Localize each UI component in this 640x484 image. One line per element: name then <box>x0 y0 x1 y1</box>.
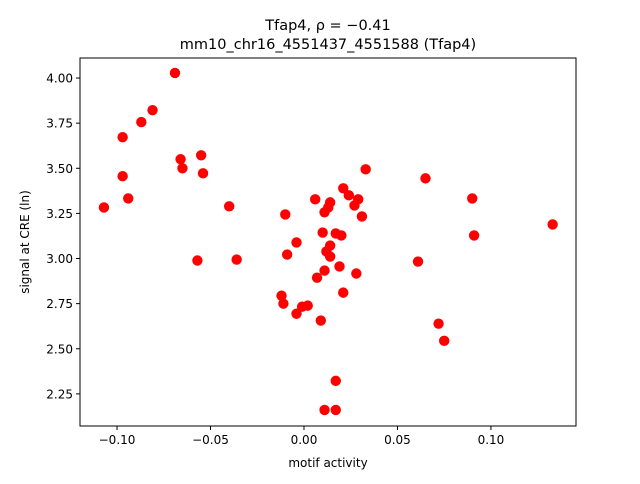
data-point <box>302 300 313 311</box>
data-point <box>360 164 371 175</box>
x-tick-label: 0.00 <box>291 433 318 447</box>
data-point <box>276 290 287 301</box>
data-point <box>547 219 558 230</box>
data-point <box>278 298 289 309</box>
data-point <box>338 287 349 298</box>
data-point <box>311 272 323 283</box>
data-point <box>315 315 327 326</box>
x-tick-label: 0.05 <box>384 433 411 447</box>
y-tick-label: 2.75 <box>46 297 73 311</box>
y-axis-ticks: 2.25 2.50 2.75 3.00 3.25 3.50 3.75 4.00 <box>46 72 80 401</box>
chart-title-line1: Tfap4, ρ = −0.41 <box>264 18 391 34</box>
data-point <box>330 375 341 387</box>
x-tick-label: −0.05 <box>192 433 229 447</box>
data-point <box>175 154 186 165</box>
data-point <box>343 190 355 201</box>
data-point <box>349 200 360 211</box>
data-point <box>136 116 147 128</box>
data-point <box>197 168 209 179</box>
data-point <box>98 202 110 213</box>
data-point <box>223 201 235 212</box>
data-point <box>231 254 242 265</box>
data-point <box>323 202 334 213</box>
x-axis-ticks: −0.10 −0.05 0.00 0.05 0.10 <box>99 426 505 447</box>
data-point <box>123 193 134 204</box>
data-point <box>319 404 330 416</box>
data-point <box>309 194 321 205</box>
y-tick-label: 3.00 <box>46 252 73 266</box>
data-point <box>467 193 478 204</box>
data-point <box>291 308 302 319</box>
axes-frame <box>79 57 577 427</box>
data-point <box>147 104 158 116</box>
chart-title-line2: mm10_chr16_4551437_4551588 (Tfap4) <box>180 37 476 53</box>
data-point <box>356 211 368 222</box>
data-point <box>177 163 188 174</box>
data-point <box>433 318 444 329</box>
data-point <box>351 268 362 279</box>
y-tick-label: 2.25 <box>46 387 73 401</box>
data-point <box>169 67 181 79</box>
data-point <box>192 255 203 266</box>
data-point <box>412 256 424 267</box>
data-point <box>338 183 349 194</box>
y-tick-label: 4.00 <box>46 72 73 86</box>
y-axis-label: signal at CRE (ln) <box>18 190 32 294</box>
data-point <box>334 261 345 272</box>
data-point <box>438 335 450 347</box>
data-point <box>324 251 336 262</box>
data-point <box>117 171 128 182</box>
data-point <box>330 404 341 416</box>
x-tick-label: −0.10 <box>99 433 136 447</box>
data-point <box>195 150 207 161</box>
data-point <box>336 230 347 241</box>
x-tick-label: 0.10 <box>478 433 505 447</box>
y-tick-label: 2.50 <box>46 342 73 356</box>
points-layer <box>98 67 558 416</box>
data-point <box>319 265 330 276</box>
y-tick-label: 3.25 <box>46 207 73 221</box>
data-point <box>420 173 431 184</box>
data-point <box>281 249 293 260</box>
data-point <box>468 230 480 241</box>
data-point <box>117 132 128 143</box>
y-tick-label: 3.75 <box>46 117 73 131</box>
data-point <box>291 237 302 248</box>
y-tick-label: 3.50 <box>46 162 73 176</box>
data-point <box>317 227 328 238</box>
x-axis-label: motif activity <box>288 456 367 470</box>
data-point <box>280 209 291 220</box>
